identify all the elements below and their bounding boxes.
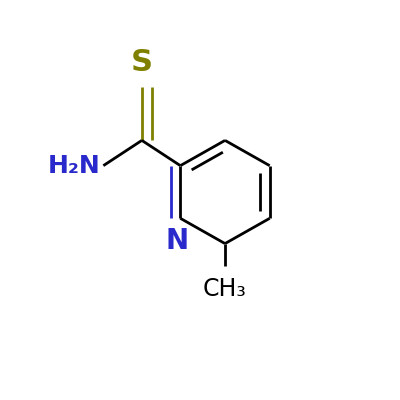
Text: CH₃: CH₃ (203, 278, 247, 302)
Text: H₂N: H₂N (48, 154, 100, 178)
Text: N: N (166, 227, 189, 255)
Text: S: S (131, 48, 153, 77)
